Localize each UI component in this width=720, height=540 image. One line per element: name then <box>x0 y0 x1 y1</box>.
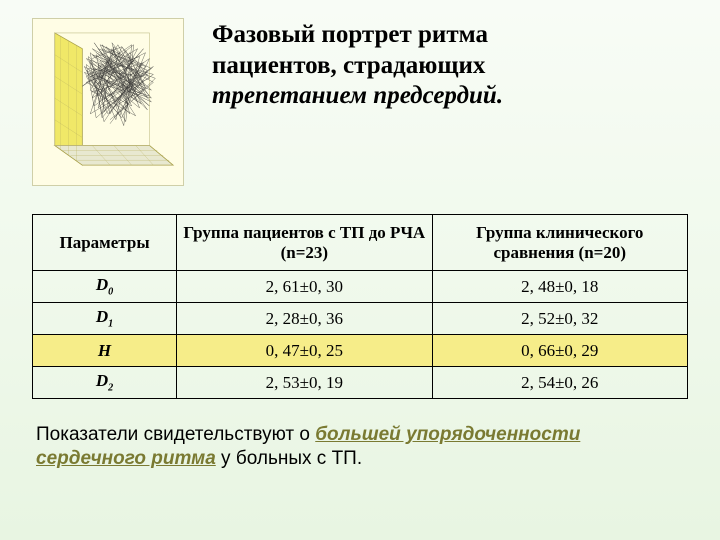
slide-root: Фазовый портрет ритма пациентов, страдаю… <box>0 0 720 540</box>
footer-pre: Показатели свидетельствуют о <box>36 424 315 445</box>
title-line-3: трепетанием предсердий. <box>212 82 503 109</box>
value-cell-group2: 0, 66±0, 29 <box>432 335 687 367</box>
table-row: D22, 53±0, 192, 54±0, 26 <box>33 367 688 399</box>
col-header-params: Параметры <box>33 215 177 271</box>
table-row: D02, 61±0, 302, 48±0, 18 <box>33 271 688 303</box>
title-line-1: Фазовый портрет ритма <box>212 21 488 48</box>
attractor-scribble <box>82 43 155 126</box>
footer-text: Показатели свидетельствуют о большей упо… <box>32 421 688 473</box>
col-header-group1: Группа пациентов с ТП до РЧА (n=23) <box>177 215 432 271</box>
value-cell-group2: 2, 52±0, 32 <box>432 303 687 335</box>
value-cell-group1: 0, 47±0, 25 <box>177 335 432 367</box>
value-cell-group1: 2, 61±0, 30 <box>177 271 432 303</box>
table-body: D02, 61±0, 302, 48±0, 18D12, 28±0, 362, … <box>33 271 688 399</box>
table-head: Параметры Группа пациентов с ТП до РЧА (… <box>33 215 688 271</box>
value-cell-group1: 2, 53±0, 19 <box>177 367 432 399</box>
param-cell: D0 <box>33 271 177 303</box>
slide-title: Фазовый портрет ритма пациентов, страдаю… <box>212 18 503 112</box>
header-row: Фазовый портрет ритма пациентов, страдаю… <box>32 18 688 186</box>
param-cell: D1 <box>33 303 177 335</box>
col-header-group2: Группа клинического сравнения (n=20) <box>432 215 687 271</box>
phase-portrait-svg <box>33 19 183 185</box>
table-row: D12, 28±0, 362, 52±0, 32 <box>33 303 688 335</box>
param-cell: H <box>33 335 177 367</box>
param-cell: D2 <box>33 367 177 399</box>
phase-portrait-figure <box>32 18 184 186</box>
value-cell-group2: 2, 48±0, 18 <box>432 271 687 303</box>
value-cell-group2: 2, 54±0, 26 <box>432 367 687 399</box>
data-table: Параметры Группа пациентов с ТП до РЧА (… <box>32 214 688 399</box>
title-line-2: пациентов, страдающих <box>212 52 485 79</box>
table-row: H0, 47±0, 250, 66±0, 29 <box>33 335 688 367</box>
footer-post: у больных с ТП. <box>216 448 362 469</box>
value-cell-group1: 2, 28±0, 36 <box>177 303 432 335</box>
